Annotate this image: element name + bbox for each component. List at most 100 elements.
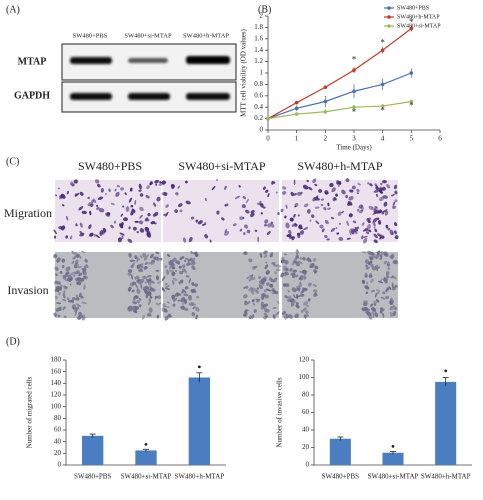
- cell: [282, 186, 287, 190]
- y-tick-label: 60: [54, 426, 62, 434]
- panel-label: (A): [6, 4, 20, 15]
- cell: [252, 302, 256, 306]
- cell: [295, 304, 300, 309]
- cell: [239, 228, 243, 232]
- cell: [167, 301, 170, 304]
- cell: [243, 232, 246, 236]
- cell: [221, 217, 225, 221]
- cell: [312, 258, 317, 262]
- bar: [135, 450, 157, 465]
- cell: [179, 256, 183, 261]
- cell: [269, 283, 274, 288]
- cell: [186, 262, 191, 266]
- cell: [66, 297, 70, 301]
- cell: [375, 184, 378, 188]
- y-axis-label: Number of invasive cells: [276, 377, 284, 447]
- cell: [256, 202, 263, 206]
- y-tick-label: 1.4: [254, 46, 263, 54]
- cell: [75, 303, 81, 308]
- cell: [244, 300, 248, 306]
- y-tick-label: 0: [58, 461, 62, 469]
- cell: [53, 229, 57, 235]
- cell: [287, 289, 290, 293]
- cell: [174, 261, 179, 265]
- cell: [138, 258, 140, 261]
- cell: [132, 262, 136, 266]
- y-tick-label: 20: [302, 443, 310, 451]
- blot-band: [186, 56, 230, 64]
- cell: [128, 286, 132, 292]
- cell: [264, 264, 269, 270]
- cell: [367, 182, 370, 185]
- cell: [371, 290, 376, 293]
- y-tick-label: 100: [299, 373, 310, 381]
- cell: [374, 228, 378, 233]
- cell: [62, 298, 67, 302]
- cell: [177, 185, 180, 189]
- cell: [243, 224, 249, 229]
- cell: [300, 293, 305, 296]
- cell: [164, 308, 168, 313]
- cell: [335, 227, 338, 230]
- cell: [374, 312, 379, 318]
- cell: [97, 183, 101, 188]
- cell: [365, 264, 369, 268]
- cell: [110, 202, 115, 206]
- cell: [265, 261, 268, 264]
- cell: [145, 293, 149, 299]
- cell: [378, 186, 383, 193]
- cell: [188, 236, 193, 243]
- cell: [283, 315, 287, 320]
- cell: [144, 289, 149, 295]
- x-tick-label: 6: [438, 135, 442, 143]
- cell: [365, 266, 370, 270]
- cell: [57, 314, 61, 317]
- cell: [171, 266, 176, 270]
- cell: [389, 300, 394, 305]
- bar: [82, 435, 104, 465]
- cell: [75, 223, 78, 227]
- y-tick-label: 1.6: [254, 34, 263, 42]
- cell: [368, 255, 374, 260]
- cell: [314, 183, 318, 187]
- cell: [271, 262, 276, 265]
- cell: [119, 232, 125, 236]
- cell: [299, 270, 302, 273]
- cell: [264, 254, 268, 258]
- row-label: GAPDH: [14, 90, 50, 101]
- cell: [185, 275, 190, 278]
- cell: [366, 223, 371, 230]
- cell: [59, 271, 63, 274]
- cell: [224, 185, 227, 190]
- cell: [161, 180, 167, 185]
- cell: [161, 275, 166, 281]
- cell: [383, 201, 388, 207]
- cell: [142, 315, 145, 320]
- cell: [250, 210, 255, 214]
- cell: [389, 229, 394, 236]
- cell: [263, 250, 268, 255]
- cell: [361, 235, 364, 240]
- cell: [379, 308, 385, 313]
- cell: [374, 265, 378, 272]
- x-tick-label: 3: [352, 135, 356, 143]
- point: [323, 109, 328, 114]
- cell: [371, 265, 376, 271]
- cell: [266, 231, 271, 235]
- cell: [368, 229, 372, 233]
- cell: [151, 280, 155, 284]
- cell: [153, 202, 157, 207]
- cell: [62, 306, 66, 311]
- cell: [259, 200, 262, 203]
- cell: [264, 219, 269, 224]
- cell: [157, 281, 162, 284]
- cell-image: [55, 180, 161, 242]
- cell: [147, 212, 151, 217]
- cell: [394, 190, 398, 195]
- cell: [178, 281, 181, 285]
- panel-label: (C): [6, 156, 19, 167]
- cell: [55, 295, 58, 300]
- cell: [55, 268, 59, 272]
- row-label: MTAP: [18, 56, 47, 67]
- x-tick-label: 4: [381, 135, 385, 143]
